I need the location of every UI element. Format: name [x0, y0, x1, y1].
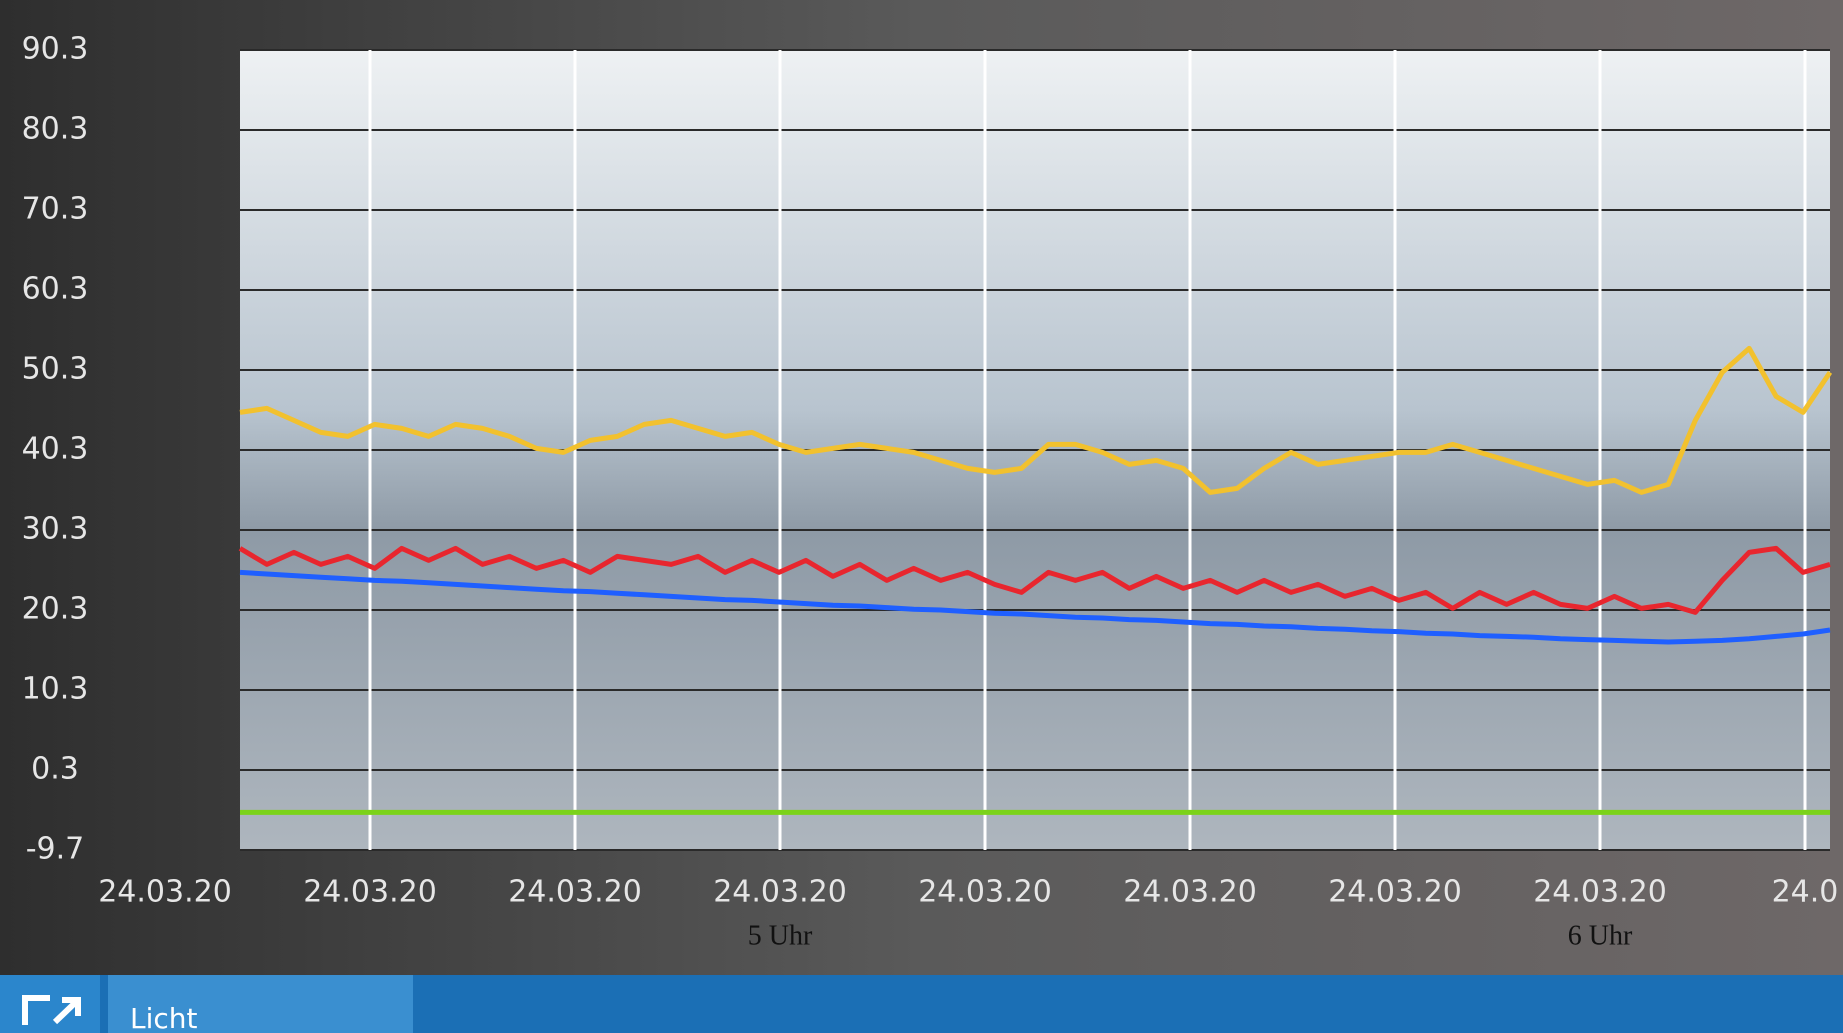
y-tick-label: -9.7: [26, 832, 85, 867]
annotation: 6 Uhr: [1568, 920, 1633, 951]
x-tick-label: 24.03.20: [1123, 875, 1257, 910]
y-tick-label: 70.3: [22, 192, 89, 227]
y-tick-label: 90.3: [22, 32, 89, 67]
x-tick-label: 24.03.20: [508, 875, 642, 910]
expand-button[interactable]: [0, 975, 100, 1033]
y-tick-label: 40.3: [22, 432, 89, 467]
x-tick-label: 24.03.20: [918, 875, 1052, 910]
y-tick-label: 80.3: [22, 112, 89, 147]
series-line: [239, 569, 1831, 645]
annotation: 5 Uhr: [748, 920, 813, 951]
licht-button[interactable]: [108, 975, 413, 1033]
x-tick-label: 24.03.20: [1533, 875, 1667, 910]
x-tick-label: 24.03.20: [713, 875, 847, 910]
y-tick-label: 20.3: [22, 592, 89, 627]
series-line: [238, 545, 1831, 615]
expand-icon: [22, 995, 81, 1025]
y-tick-label: 50.3: [22, 352, 89, 387]
x-tick-label: 24.03.20: [303, 875, 437, 910]
y-tick-label: 10.3: [22, 672, 89, 707]
button-label: Licht: [130, 1002, 198, 1033]
x-tick-label: 24.03.20: [98, 875, 232, 910]
series-line: [239, 345, 1833, 495]
y-tick-label: 60.3: [22, 272, 89, 307]
x-tick-label: 24.03.20: [1328, 875, 1462, 910]
y-tick-label: 0.3: [31, 752, 79, 787]
x-tick-label: 24.0: [1772, 875, 1839, 910]
y-tick-label: 30.3: [22, 512, 89, 547]
